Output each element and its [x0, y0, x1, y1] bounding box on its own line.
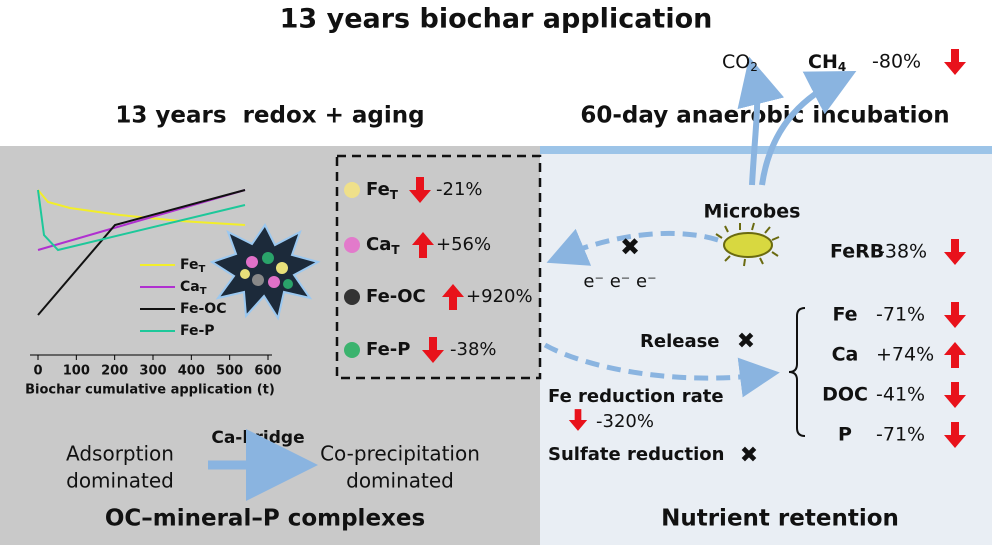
tick-label: 400	[178, 364, 205, 379]
shape	[209, 223, 321, 321]
mechanism-via: Ca-bridge	[211, 428, 304, 448]
mini-chart: 0 100 200 300 400 500 600 Biochar cumulative a…	[25, 189, 282, 398]
release: Release	[640, 331, 720, 352]
nutrient: P	[838, 424, 852, 446]
shape	[344, 342, 360, 358]
tick-label: 300	[139, 364, 166, 379]
nutrient: DOC	[822, 384, 868, 406]
microbes: Microbes	[704, 201, 801, 223]
block-mark: ✖	[740, 443, 758, 468]
arrow	[737, 56, 785, 186]
shape	[246, 256, 258, 268]
right-footer: Nutrient retention	[661, 506, 899, 532]
change: -80%	[872, 51, 921, 73]
change: +56%	[436, 234, 491, 255]
text-part: Ca	[180, 279, 200, 295]
shape	[37, 189, 246, 316]
left-heading: 13 years redox + aging	[115, 103, 424, 129]
shape	[344, 182, 360, 198]
species: Fe-P	[366, 339, 410, 360]
mechanism-from: Adsorption	[66, 442, 174, 466]
ferb: FeRB	[830, 241, 884, 263]
mechanism-from: dominated	[66, 469, 174, 493]
fe-reduction: Fe reduction rate	[548, 386, 724, 407]
nutrient: Fe	[832, 304, 857, 326]
nutrients: Fe -71% Ca +74% DOC -41% P -71%	[822, 302, 966, 448]
highlight-box	[335, 154, 542, 380]
text-part: T	[390, 188, 399, 202]
text-part: Fe	[180, 257, 199, 273]
bracket	[788, 307, 806, 437]
legend-entry: CaT	[180, 279, 207, 297]
arrow	[546, 228, 719, 266]
change: -71%	[876, 424, 925, 446]
shape	[723, 232, 773, 258]
tick-label: 0	[33, 364, 42, 379]
microbe-icon	[715, 222, 780, 267]
nanoparticle	[209, 223, 321, 321]
species: Fe-OC	[366, 286, 426, 307]
species: FeT	[366, 179, 399, 202]
shape	[262, 252, 274, 264]
arrow	[543, 342, 780, 398]
tick-label: 500	[216, 364, 243, 379]
change-list: FeT CaT Fe-OC Fe-P -21% +56% +920% -38%	[344, 177, 533, 363]
text-part: T	[391, 243, 400, 257]
block-mark: ✖	[737, 329, 755, 354]
text-part: CH	[808, 51, 838, 73]
title: 13 years biochar application	[280, 4, 713, 35]
change: -71%	[876, 304, 925, 326]
text-part: T	[199, 264, 206, 275]
tick-label: 600	[254, 364, 281, 379]
shape	[252, 274, 264, 286]
shape	[240, 269, 250, 279]
change: -38%	[878, 241, 927, 263]
right-panel	[540, 146, 992, 545]
electrons: e⁻ e⁻ e⁻	[583, 271, 656, 292]
shape	[37, 189, 246, 226]
tick-label: 200	[101, 364, 128, 379]
gas: CO2	[722, 51, 758, 74]
shape	[344, 289, 360, 305]
text-part: CO	[722, 51, 750, 73]
x-label: Biochar cumulative application (t)	[25, 383, 275, 398]
tick-label: 100	[63, 364, 90, 379]
change: -38%	[450, 339, 497, 360]
shape	[283, 279, 293, 289]
legend-entry: FeT	[180, 257, 206, 275]
gas: CH4	[808, 51, 846, 74]
shape	[276, 262, 288, 274]
text-part: T	[200, 286, 207, 297]
text-part: 2	[750, 60, 758, 74]
change: +74%	[876, 344, 934, 366]
change: +920%	[466, 286, 533, 307]
arrow	[759, 71, 857, 186]
right-heading: 60-day anaerobic incubation	[580, 103, 949, 129]
shape	[268, 276, 280, 288]
shape	[344, 237, 360, 253]
sulfate: Sulfate reduction	[548, 444, 724, 465]
text-part: Ca	[366, 234, 391, 255]
change: -320%	[596, 411, 654, 432]
mechanism-to: Co-precipitation	[320, 442, 480, 466]
change: -41%	[876, 384, 925, 406]
left-footer: OC–mineral–P complexes	[105, 506, 425, 532]
shape	[715, 222, 780, 267]
species: CaT	[366, 234, 400, 257]
shape	[37, 189, 246, 252]
legend-entry: Fe-OC	[180, 301, 226, 317]
text-part: Fe	[366, 179, 390, 200]
shape: 0 100 200 300 400 500 600	[33, 355, 282, 379]
nutrient: Ca	[832, 344, 859, 366]
block-mark: ✖	[620, 233, 640, 261]
legend-entry: Fe-P	[180, 323, 215, 339]
change: -21%	[436, 179, 483, 200]
mechanism-to: dominated	[346, 469, 454, 493]
water-line	[540, 146, 992, 154]
text-part: 4	[838, 60, 846, 74]
